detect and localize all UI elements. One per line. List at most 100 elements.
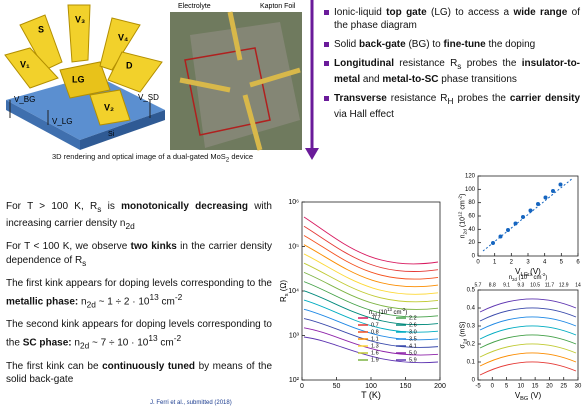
text-run: (mS) [459,322,466,339]
text-run: device [229,152,253,161]
paragraph: The second kink appears for doping level… [6,318,272,352]
text-run: phase transitions [439,74,517,85]
text-run: wide range [513,7,567,18]
paragraph: The first kink can be continuously tuned… [6,360,272,387]
y-tick-label: 0.4 [467,306,476,312]
text-run: cm [159,296,175,307]
text-run: ~ 1 ÷ 2 · 10 [96,296,150,307]
text-run: probes the [454,93,510,104]
legend-label: 5.9 [409,357,417,363]
curve [480,353,576,366]
footer: J. Ferri et al., submitted (2018) [150,400,232,406]
y-tick-label: 40 [468,227,475,233]
text-run: (LG) to access a [427,7,514,18]
text-run: (Ω) [279,280,288,294]
curve [304,217,438,264]
x-axis-label: T (K) [361,390,381,400]
device-label: LG [72,74,85,84]
text-run: The first kink appears for doping levels… [6,278,272,289]
bullet-block: Ionic-liquid top gate (LG) to access a w… [322,6,580,127]
legend-label: 5.0 [409,350,417,356]
y-tick-label: 120 [465,174,476,180]
text-run: fine-tune [444,39,486,50]
x-tick-label: 100 [365,383,377,390]
top-tick-label: 11.7 [545,282,555,288]
text-run: metal-to-SC [382,74,438,85]
y-tick-label: 0 [472,254,476,260]
rs-plot: 05010015020010²10³10⁴10⁵10⁶T (K)Rs (Ω)n2… [279,199,446,401]
text-run: the doping [486,39,536,50]
arrow-head [305,148,319,160]
bullet-list: Ionic-liquid top gate (LG) to access a w… [322,6,580,121]
top-tick-label: 5.7 [475,282,482,288]
y-tick-label: 10⁶ [288,199,299,206]
paragraph: For T > 100 K, Rs is monotonically decre… [6,200,272,233]
y-tick-label: 60 [468,214,475,220]
text-run: 2d [126,221,135,231]
marker [491,241,495,245]
legend-label: 2.2 [409,315,417,321]
x-axis-label: VBG (V) [515,391,542,402]
marker [529,209,533,213]
paragraph: The first kink appears for doping levels… [6,277,272,311]
marker [559,183,563,187]
curve [304,263,438,302]
text-run: BG [520,396,528,402]
text-run: via Hall effect [334,109,394,120]
optical-image: Electrolyte Kapton Foil [170,3,302,150]
curve [480,308,576,321]
top-tick-label: 8.8 [489,282,496,288]
text-run: 2d [80,340,89,350]
text-run: 13 [149,292,158,302]
text-run: 2d [87,299,96,309]
legend-label: -0.7 [371,315,380,321]
paragraph-block: For T > 100 K, Rs is monotonically decre… [6,200,272,394]
text-run: Transverse [334,93,387,104]
x-tick-label: 15 [532,384,539,390]
text-run: carrier density [510,93,580,104]
text-run: T (K) [361,390,381,400]
text-run: (10 [517,275,528,281]
text-run: 3D rendering and optical image of a dual… [52,152,226,161]
text-run: continuously tuned [102,361,195,372]
x-tick-label: 150 [400,383,412,390]
bullet: Transverse resistance RH probes the carr… [334,92,580,121]
text-run: Solid [334,39,359,50]
x-tick-label: 10 [518,384,525,390]
text-run: ~ 7 ÷ 10 · 10 [89,337,148,348]
y-tick-label: 10³ [289,332,300,339]
text-run: 13 [148,333,157,343]
top-tick-label: 10.5 [530,282,540,288]
text-run: For T < 100 K, we observe [6,241,131,252]
text-run: back-gate [359,39,406,50]
text-run: and [360,74,382,85]
text-run: cm [532,275,542,281]
text-run: (BG) to [406,39,444,50]
legend-label: 1.6 [371,350,379,356]
top-tick-label: 9.1 [503,282,510,288]
text-run: top gate [386,7,426,18]
device-label: D [126,60,133,70]
curve [480,299,576,312]
y-tick-label: 10² [289,377,300,384]
marker [499,235,503,239]
text-run: -2 [175,292,182,302]
marker [521,215,525,219]
text-run: Longitudinal [334,58,394,69]
device-label: Si [108,131,115,138]
legend-label: 3.0 [409,329,417,335]
text-run: The first kink can be [6,361,102,372]
x-tick-label: 5 [505,384,509,390]
x-tick-label: 5 [560,260,564,266]
x-tick-label: 25 [560,384,567,390]
curve [480,326,576,339]
curve [480,317,576,330]
text-run: For T > 100 K, R [6,201,97,212]
device-label: V_SD [138,93,159,102]
text-run: cm [459,200,466,211]
y-tick-label: 0.3 [467,324,476,330]
text-run: SC phase: [23,337,72,348]
device-label: V_LG [52,117,72,126]
device-label: V₄ [118,32,128,42]
